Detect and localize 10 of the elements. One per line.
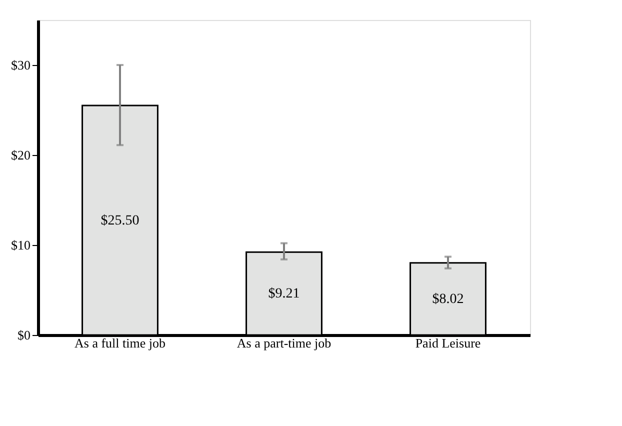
data-label: $25.50 [100, 213, 140, 228]
x-tick-label: As a full time job [74, 336, 166, 350]
y-tick-label: $30 [11, 58, 30, 72]
data-label: $9.21 [268, 286, 300, 302]
y-tick-label: $20 [11, 148, 30, 162]
x-tick-label: Paid Leisure [415, 336, 481, 350]
y-tick-label: $0 [18, 328, 30, 342]
y-tick-label: $10 [11, 238, 30, 252]
data-label: $8.02 [432, 292, 464, 307]
x-tick-label: As a part-time job [236, 336, 332, 350]
